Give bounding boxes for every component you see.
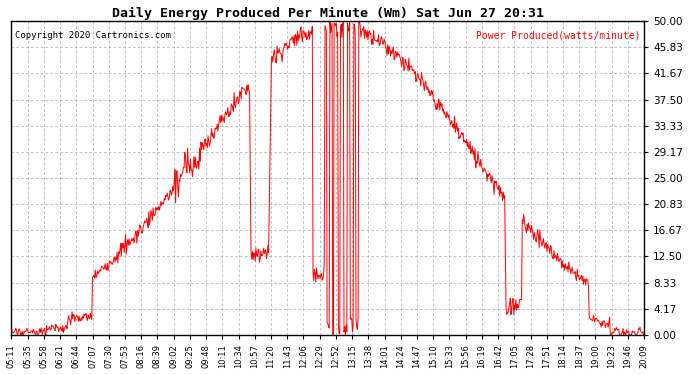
Title: Daily Energy Produced Per Minute (Wm) Sat Jun 27 20:31: Daily Energy Produced Per Minute (Wm) Sa… (112, 7, 544, 20)
Text: Copyright 2020 Cartronics.com: Copyright 2020 Cartronics.com (14, 31, 170, 40)
Text: Power Produced(watts/minute): Power Produced(watts/minute) (477, 31, 641, 40)
